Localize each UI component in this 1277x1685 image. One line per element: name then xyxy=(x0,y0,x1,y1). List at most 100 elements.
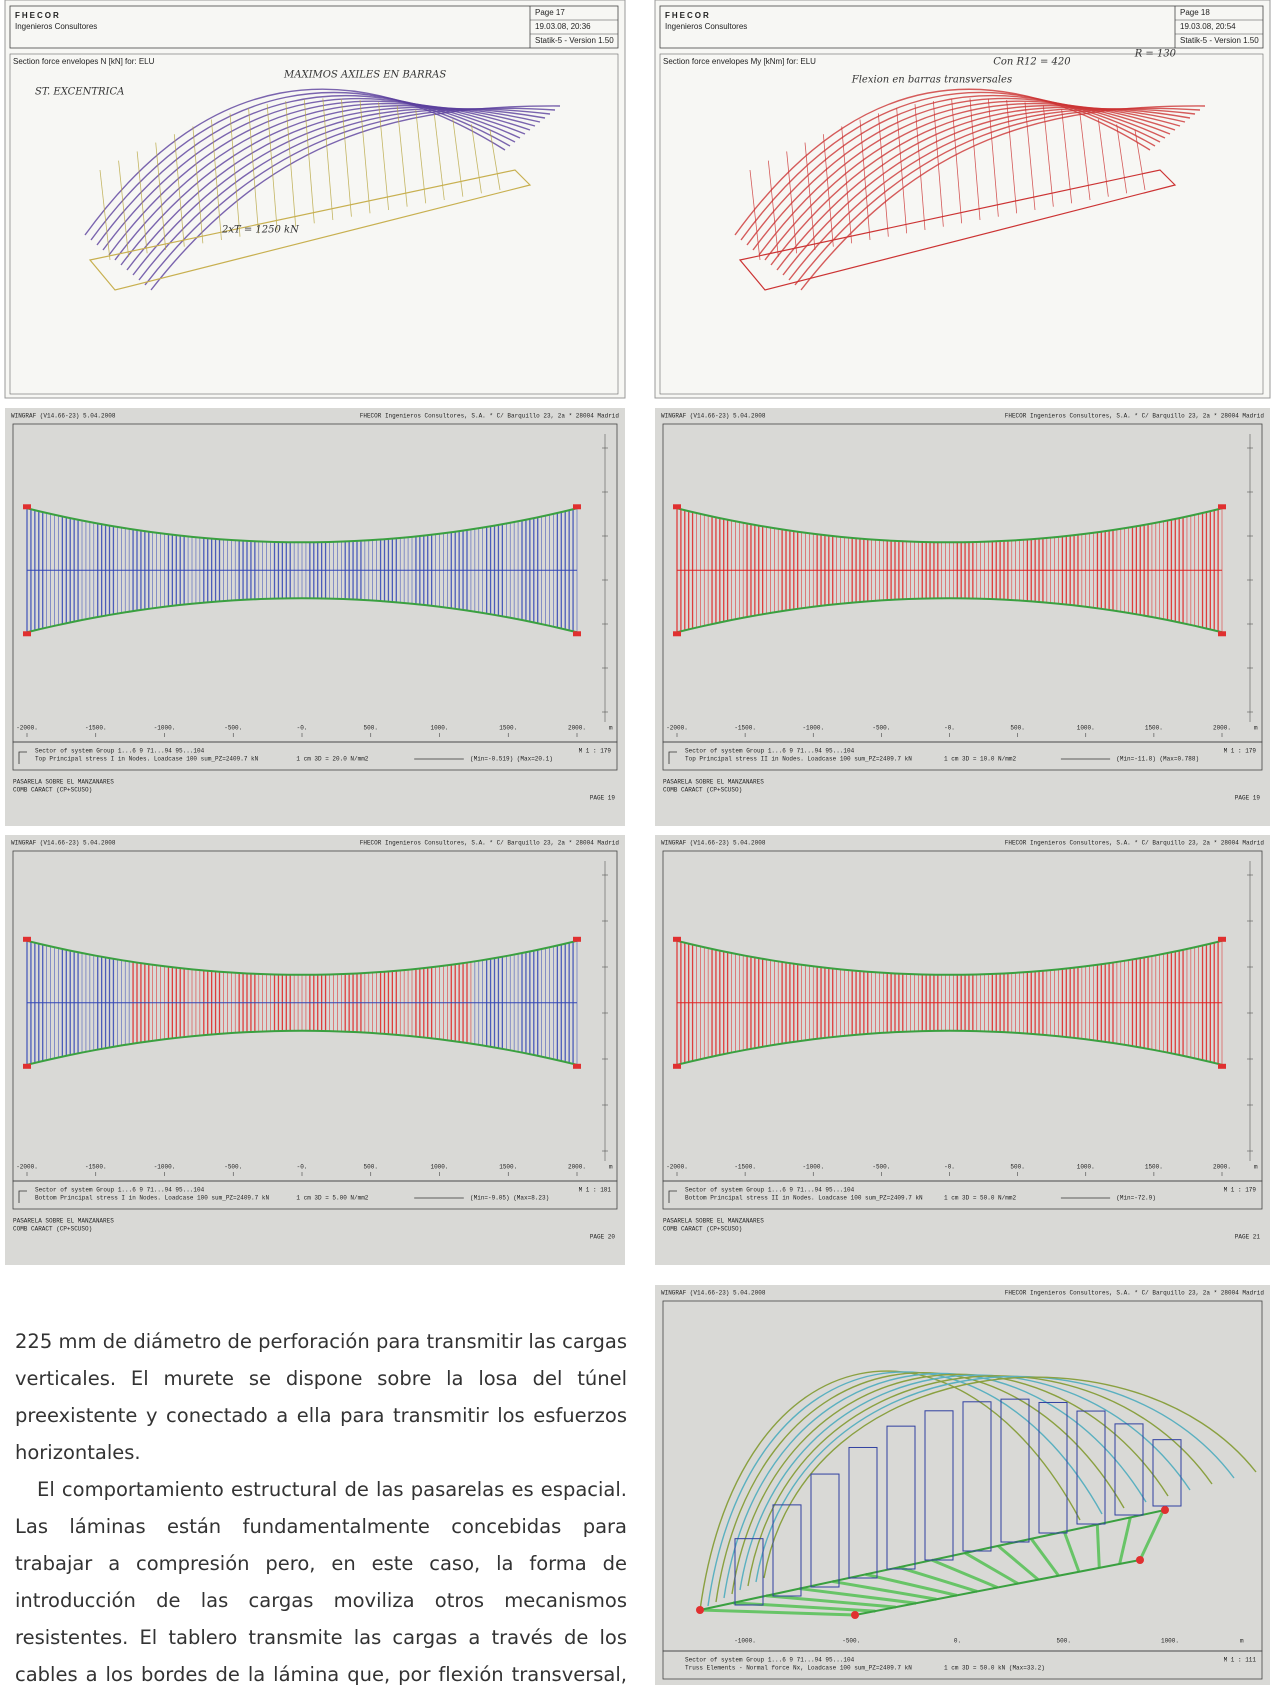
caption: Section force envelopes N [kN] for: ELU xyxy=(13,57,155,66)
legend-ratio: M 1 : 179 xyxy=(1224,748,1257,755)
legend-line: Sector of system Group 1...6 9 71...94 9… xyxy=(685,1187,855,1194)
arch-stroke xyxy=(782,107,1191,276)
hanger xyxy=(932,101,944,227)
x-tick-label: -1000. xyxy=(154,1164,176,1171)
support xyxy=(573,1063,581,1069)
x-tick-label: -1000. xyxy=(734,1638,756,1645)
legend-ratio: M 1 : 181 xyxy=(579,1187,612,1194)
plot-header-right: FHECOR Ingenieros Consultores, S.A. * C/… xyxy=(360,413,620,420)
x-tick-label: 1500. xyxy=(499,1164,517,1171)
hanger xyxy=(1042,105,1054,207)
x-tick-label: 1500. xyxy=(499,725,517,732)
legend-range: (Min=-11.8) (Max=0.788) xyxy=(1116,756,1199,763)
hanger xyxy=(136,151,148,254)
date: 19.03.08, 20:36 xyxy=(535,22,591,31)
x-tick-label: 2000. xyxy=(1213,1164,1231,1171)
x-tick-label: 500. xyxy=(1010,725,1024,732)
footer-line: PASARELA SOBRE EL MANZANARES xyxy=(663,1218,764,1225)
arch xyxy=(723,1372,1147,1599)
x-tick-label: 2000. xyxy=(568,725,586,732)
legend-scale: 1 cm 3D = 20.0 N/mm2 xyxy=(296,756,368,763)
hanger xyxy=(1061,109,1073,204)
deck-beam xyxy=(931,1558,999,1589)
support xyxy=(1218,1063,1226,1069)
hanger xyxy=(914,104,926,231)
legend-range: (Min=-72.9) xyxy=(1116,1195,1156,1202)
force-box xyxy=(924,1410,954,1561)
deck-edge xyxy=(854,1559,1141,1616)
company-sub: Ingenieros Consultores xyxy=(665,22,747,31)
x-tick-label: -1000. xyxy=(154,725,176,732)
x-tick-label: -2000. xyxy=(16,725,38,732)
legend-box xyxy=(662,1180,1263,1210)
handwritten-note: ST. EXCENTRICA xyxy=(35,87,124,98)
x-tick-label: -1500. xyxy=(85,725,107,732)
legend-line: Sector of system Group 1...6 9 71...94 9… xyxy=(685,1657,855,1664)
page-label: PAGE 19 xyxy=(1235,795,1261,802)
arch xyxy=(763,1376,1257,1579)
support xyxy=(23,631,31,637)
page-no: Page 17 xyxy=(535,8,565,17)
hanger xyxy=(969,98,981,221)
sketch-paper xyxy=(4,0,626,399)
support xyxy=(573,504,581,510)
legend-scale: 1 cm 3D = 50.0 kN (Max=33.2) xyxy=(944,1665,1045,1672)
legend-box xyxy=(662,741,1263,771)
hanger xyxy=(877,113,889,237)
edge-beam xyxy=(26,1029,578,1066)
hanger xyxy=(211,119,222,241)
legend-scale: 1 cm 3D = 50.0 N/mm2 xyxy=(944,1195,1016,1202)
deck-beam xyxy=(898,1565,978,1593)
company-sub: Ingenieros Consultores xyxy=(15,22,97,31)
arch-stroke xyxy=(764,102,1176,261)
hanger xyxy=(118,160,129,257)
support xyxy=(673,504,681,510)
support xyxy=(573,631,581,637)
drawing-frame xyxy=(659,53,1264,395)
support xyxy=(673,631,681,637)
x-tick-label: -0. xyxy=(297,725,308,732)
plot-header-left: WINGRAF (V14.66-23) 5.04.2008 xyxy=(661,840,766,847)
hanger xyxy=(155,142,167,251)
page-label: PAGE 20 xyxy=(590,1234,616,1241)
hanger xyxy=(1134,129,1146,191)
x-tick-label: -2000. xyxy=(666,1164,688,1171)
force-box xyxy=(1114,1423,1144,1516)
hanger xyxy=(1116,124,1128,194)
paragraph: 225 mm de diámetro de perforación para t… xyxy=(15,1330,627,1464)
x-tick-label: -500. xyxy=(872,725,890,732)
x-tick-label: -1000. xyxy=(802,1164,824,1171)
hanger xyxy=(192,126,204,244)
legend-line: Bottom Principal stress I in Nodes. Load… xyxy=(35,1195,269,1202)
hanger xyxy=(859,119,871,241)
hanger xyxy=(359,99,371,214)
arch-stroke xyxy=(102,97,521,251)
hanger xyxy=(322,98,334,221)
x-tick-label: -1500. xyxy=(85,1164,107,1171)
hanger xyxy=(99,169,111,261)
x-tick-label: -1500. xyxy=(734,725,756,732)
x-tick-label: -1500. xyxy=(734,1164,756,1171)
x-tick-label: 0. xyxy=(954,1638,961,1645)
hanger xyxy=(1024,102,1036,211)
hanger xyxy=(285,101,297,227)
plot-header-right: FHECOR Ingenieros Consultores, S.A. * C/… xyxy=(1005,1290,1265,1297)
hanger xyxy=(303,99,315,224)
deck-beam xyxy=(1062,1530,1081,1573)
handwritten-note: MAXIMOS AXILES EN BARRAS xyxy=(283,70,446,81)
axis-unit: m xyxy=(1254,725,1258,732)
footer-line: COMB CARACT (CP+SCUSO) xyxy=(13,787,92,794)
version: Statik-5 - Version 1.50 xyxy=(1180,36,1259,45)
legend-box xyxy=(12,741,618,771)
force-box xyxy=(886,1425,916,1570)
header-box xyxy=(9,5,619,49)
x-tick-label: 500. xyxy=(364,1164,378,1171)
x-tick-label: -1000. xyxy=(802,725,824,732)
x-tick-label: -0. xyxy=(297,1164,308,1171)
arch-stroke xyxy=(120,105,536,266)
arch-stroke xyxy=(776,106,1186,271)
force-box xyxy=(1038,1401,1068,1534)
hanger xyxy=(415,109,427,204)
x-tick-label: -2000. xyxy=(666,725,688,732)
